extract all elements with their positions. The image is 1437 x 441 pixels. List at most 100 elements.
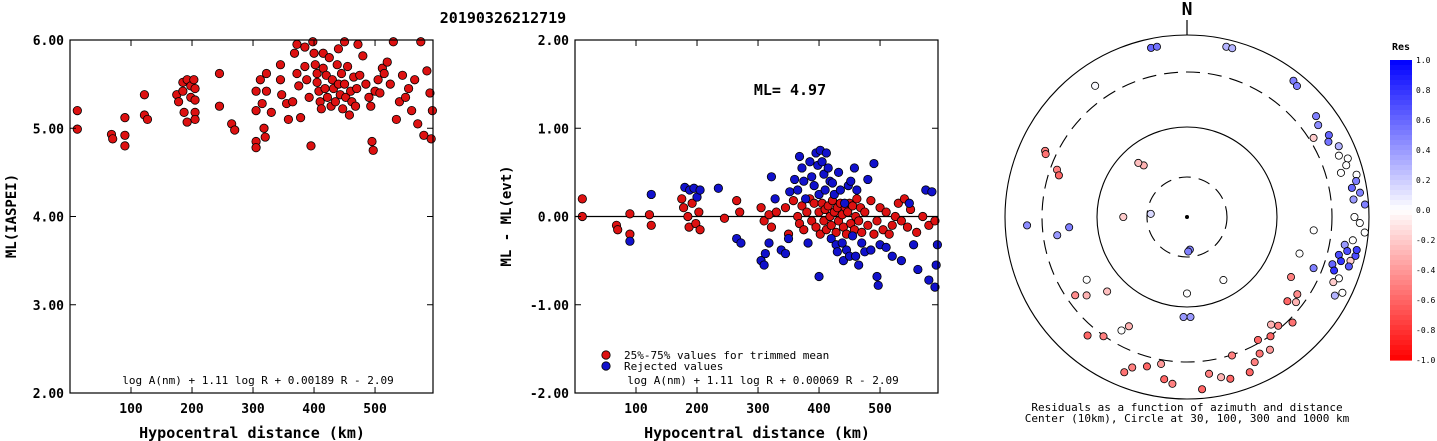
ml-point-s0 [292, 68, 302, 79]
residual-point-s1 [799, 176, 809, 186]
station-marker [1352, 177, 1361, 186]
station-marker [1205, 369, 1214, 378]
colorbar-swatch [1390, 355, 1412, 361]
ml-point-s0 [214, 68, 225, 79]
residual-point-s0 [794, 218, 805, 229]
colorbar-swatch [1390, 330, 1412, 336]
ml-y-tick-label: 3.00 [33, 299, 64, 314]
ml-x-tick-label: 100 [119, 402, 143, 417]
colorbar-tick-label: 0.4 [1416, 146, 1431, 155]
residual-point-s0 [759, 216, 769, 226]
residual-point-s1 [913, 264, 923, 275]
colorbar-swatch [1390, 150, 1412, 156]
station-marker [1355, 219, 1364, 228]
ml-point-s0 [427, 106, 437, 116]
colorbar-swatch [1390, 300, 1412, 306]
station-marker [1336, 257, 1345, 266]
residual-point-s1 [881, 242, 891, 252]
residual-point-s1 [872, 271, 882, 282]
ml-point-s0 [310, 60, 320, 70]
ml-point-s0 [400, 92, 411, 102]
ml-point-s0 [288, 97, 298, 107]
ring-30km [1096, 126, 1278, 308]
azimuth-residual-map: N Residuals as a function of azimuth and… [1004, 0, 1370, 425]
ml-point-s0 [385, 79, 395, 89]
ml-x-tick-label: 300 [241, 402, 265, 417]
colorbar-swatch [1390, 245, 1412, 251]
ml-point-s0 [266, 107, 276, 117]
ml-point-s0 [182, 117, 192, 127]
residual-point-s0 [843, 207, 853, 217]
ml-point-s0 [422, 66, 432, 76]
colorbar-swatch [1390, 280, 1412, 286]
colorbar-title: Res [1392, 42, 1410, 53]
residual-point-s1 [904, 198, 914, 208]
colorbar-tick-label: -0.4 [1416, 266, 1435, 275]
ml-point-s0 [324, 53, 334, 63]
colorbar-swatch [1390, 140, 1412, 146]
residual-point-s1 [764, 238, 774, 248]
colorbar-swatch [1390, 65, 1412, 71]
station-marker [1309, 133, 1318, 142]
colorbar-swatch [1390, 180, 1412, 186]
residual-x-tick-label: 400 [807, 402, 831, 417]
residual-colorbar: Res 1.0 0.8 0.6 0.4 0.2 0.0 -0.2 -0.4 -0.6 -0.8 -1… [1390, 42, 1435, 365]
ml-point-s0 [375, 88, 385, 98]
ring-300km [1004, 34, 1370, 400]
station-marker [1103, 287, 1112, 296]
legend: 25%-75% values for trimmed mean Rejected… [601, 349, 829, 373]
ml-point-s0 [391, 114, 401, 125]
colorbar-swatch [1390, 170, 1412, 176]
station-marker [1314, 121, 1323, 130]
residual-point-s0 [644, 210, 655, 220]
residual-point-s1 [854, 260, 864, 270]
residual-point-s1 [809, 181, 819, 191]
ml-point-s0 [333, 44, 344, 54]
ml-point-s0 [260, 132, 270, 142]
ml-point-s0 [308, 37, 318, 47]
residual-point-s0 [893, 198, 903, 208]
residual-y-tick-label: 0.00 [538, 211, 569, 226]
ml-formula: log A(nm) + 1.11 log R + 0.00189 R - 2.0… [122, 374, 394, 387]
colorbar-swatch [1390, 265, 1412, 271]
ml-point-s0 [318, 48, 328, 58]
colorbar-swatch [1390, 275, 1412, 281]
ml-point-s0 [330, 97, 340, 107]
residual-points [577, 145, 942, 292]
residual-point-s0 [918, 211, 928, 222]
residual-point-s1 [852, 185, 862, 195]
ml-y-tick-label: 2.00 [33, 387, 64, 402]
residual-point-s1 [873, 280, 883, 290]
residual-x-axis-label: Hypocentral distance (km) [644, 424, 870, 441]
residual-point-s1 [794, 151, 805, 162]
residual-vs-distance-chart: 100 200 300 400 500 -2.00 -1.00 0.00 1.00 2.00 ML… [499, 34, 942, 441]
station-marker [1309, 264, 1318, 273]
ml-point-s0 [397, 70, 408, 80]
station-marker [1157, 359, 1166, 368]
ml-point-s0 [341, 92, 351, 102]
station-marker [1179, 313, 1188, 322]
ml-point-s0 [338, 104, 348, 114]
colorbar-swatch [1390, 290, 1412, 296]
ml-point-s0 [358, 51, 368, 61]
colorbar-swatch [1390, 260, 1412, 266]
station-residual-markers [1023, 42, 1369, 394]
station-marker [1082, 275, 1091, 284]
colorbar-swatch [1390, 125, 1412, 131]
colorbar-tick-label: 0.6 [1416, 116, 1431, 125]
station-marker [1041, 150, 1050, 159]
residual-point-s0 [881, 207, 891, 217]
station-marker [1120, 368, 1129, 377]
station-marker [1065, 223, 1074, 232]
station-marker [1283, 297, 1292, 306]
ml-point-s0 [355, 70, 365, 80]
residual-point-s1 [826, 233, 836, 244]
colorbar-scale: 1.0 0.8 0.6 0.4 0.2 0.0 -0.2 -0.4 -0.6 -0.8 -1.0 [1390, 56, 1435, 365]
residual-point-s0 [924, 220, 934, 230]
ml-point-s0 [327, 75, 337, 85]
residual-point-s0 [896, 216, 906, 226]
ml-point-s0 [139, 90, 150, 100]
residual-point-s0 [884, 229, 894, 239]
station-marker [1119, 212, 1128, 221]
colorbar-swatch [1390, 335, 1412, 341]
